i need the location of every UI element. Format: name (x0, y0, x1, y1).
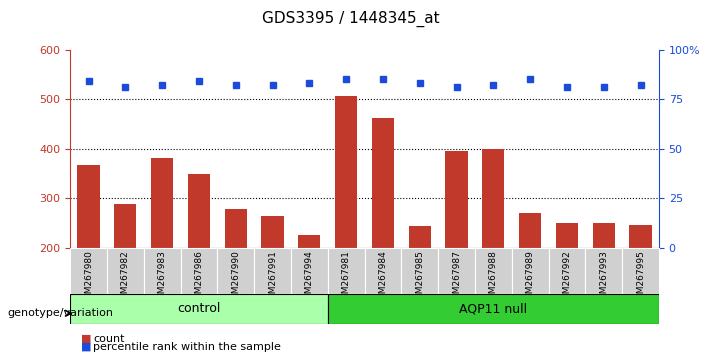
FancyBboxPatch shape (217, 248, 254, 294)
Text: GSM267987: GSM267987 (452, 250, 461, 305)
FancyBboxPatch shape (548, 248, 585, 294)
Text: GSM267992: GSM267992 (562, 250, 571, 305)
Bar (224, 209, 247, 248)
Bar (629, 225, 652, 248)
Bar (335, 96, 357, 248)
Bar (482, 149, 504, 248)
Bar (188, 175, 210, 248)
Text: genotype/variation: genotype/variation (7, 308, 113, 318)
Text: GSM267982: GSM267982 (121, 250, 130, 305)
Text: GSM267988: GSM267988 (489, 250, 498, 305)
Text: GSM267983: GSM267983 (158, 250, 167, 305)
FancyBboxPatch shape (254, 248, 291, 294)
FancyBboxPatch shape (622, 248, 659, 294)
Bar (592, 223, 615, 248)
Text: GSM267995: GSM267995 (636, 250, 645, 305)
Bar (519, 213, 541, 248)
Text: control: control (177, 302, 221, 315)
FancyBboxPatch shape (70, 248, 107, 294)
Bar (556, 223, 578, 248)
FancyBboxPatch shape (327, 294, 659, 324)
Text: percentile rank within the sample: percentile rank within the sample (93, 342, 281, 352)
Text: GSM267994: GSM267994 (305, 250, 314, 305)
Bar (261, 216, 283, 248)
Text: GSM267981: GSM267981 (341, 250, 350, 305)
Text: GDS3395 / 1448345_at: GDS3395 / 1448345_at (261, 11, 440, 27)
Text: GSM267989: GSM267989 (526, 250, 535, 305)
FancyBboxPatch shape (291, 248, 327, 294)
Bar (114, 204, 136, 248)
Bar (372, 118, 394, 248)
Text: GSM267993: GSM267993 (599, 250, 608, 305)
FancyBboxPatch shape (365, 248, 401, 294)
Text: GSM267980: GSM267980 (84, 250, 93, 305)
Text: GSM267990: GSM267990 (231, 250, 240, 305)
Bar (409, 227, 430, 248)
Text: GSM267991: GSM267991 (268, 250, 277, 305)
Bar (151, 158, 173, 248)
Text: ■: ■ (81, 334, 91, 344)
FancyBboxPatch shape (585, 248, 622, 294)
Text: GSM267986: GSM267986 (194, 250, 203, 305)
FancyBboxPatch shape (401, 248, 438, 294)
FancyBboxPatch shape (181, 248, 217, 294)
Text: ■: ■ (81, 342, 91, 352)
Text: count: count (93, 334, 125, 344)
Text: GSM267985: GSM267985 (415, 250, 424, 305)
FancyBboxPatch shape (107, 248, 144, 294)
FancyBboxPatch shape (144, 248, 181, 294)
FancyBboxPatch shape (70, 294, 327, 324)
FancyBboxPatch shape (512, 248, 548, 294)
Text: AQP11 null: AQP11 null (459, 302, 527, 315)
Bar (299, 235, 320, 248)
FancyBboxPatch shape (438, 248, 475, 294)
FancyBboxPatch shape (475, 248, 512, 294)
Bar (77, 165, 100, 248)
Text: GSM267984: GSM267984 (379, 250, 388, 305)
FancyBboxPatch shape (327, 248, 365, 294)
Bar (445, 151, 468, 248)
